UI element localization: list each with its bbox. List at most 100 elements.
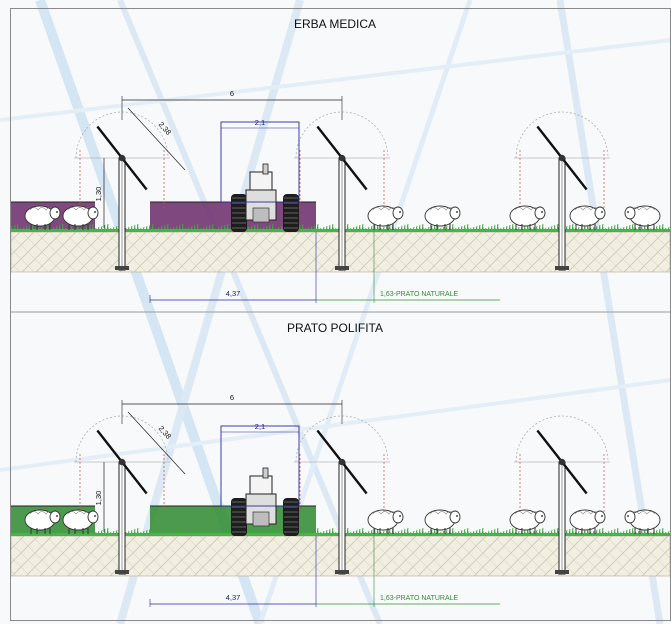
tractor-clearance-box xyxy=(220,121,300,203)
sheep-head xyxy=(49,510,61,524)
sheep-head xyxy=(594,510,606,524)
sheep-icon xyxy=(24,205,61,230)
dim-label-height: 1,30 xyxy=(94,491,103,506)
dim-label-span: 6 xyxy=(230,89,234,98)
sheep-wool xyxy=(372,511,398,515)
sheep-head xyxy=(594,206,606,220)
sheep-icon xyxy=(62,205,99,230)
sheep-wool xyxy=(429,207,455,211)
sheep-eye xyxy=(601,211,603,213)
sheep-head xyxy=(49,206,61,220)
tractor-grille xyxy=(252,511,270,527)
dim-label-span: 6 xyxy=(230,393,234,402)
sheep-eye xyxy=(601,515,603,517)
sheep-icon xyxy=(62,509,99,534)
sheep-head xyxy=(87,510,99,524)
tractor-cab xyxy=(249,171,273,191)
panel-title: ERBA MEDICA xyxy=(294,17,376,31)
sheep-eye xyxy=(456,211,458,213)
sheep-eye xyxy=(399,211,401,213)
dim-label-meadow: 1,63-PRATO NATURALE xyxy=(380,595,459,602)
solar-tracker-icon xyxy=(514,415,610,575)
tractor-clearance-box xyxy=(220,425,300,507)
dim-label-tractor: 2,1 xyxy=(255,118,265,127)
dim-line-panel xyxy=(127,107,186,171)
tracker-rotation-arc xyxy=(515,415,609,463)
dim-line-panel xyxy=(127,411,186,475)
sheep-head xyxy=(449,206,461,220)
sheep-wool xyxy=(29,207,55,211)
sheep-head xyxy=(624,206,636,220)
tracker-hub xyxy=(558,154,566,162)
tractor-icon xyxy=(231,467,299,536)
tractor-exhaust xyxy=(262,163,269,175)
tracker-foot xyxy=(335,570,349,574)
panel-title: PRATO POLIFITA xyxy=(287,321,383,335)
sheep-wool xyxy=(574,511,600,515)
tracker-hub xyxy=(118,154,126,162)
sheep-head xyxy=(392,206,404,220)
tractor-exhaust xyxy=(262,467,269,479)
sheep-head xyxy=(534,206,546,220)
sheep-icon xyxy=(569,509,606,534)
sheep-eye xyxy=(94,211,96,213)
sheep-wool xyxy=(514,511,540,515)
sheep-eye xyxy=(627,515,629,517)
sheep-wool xyxy=(429,511,455,515)
sheep-icon xyxy=(424,509,461,534)
tracker-foot xyxy=(555,570,569,574)
sheep-head xyxy=(449,510,461,524)
sheep-wool xyxy=(574,207,600,211)
sheep-head xyxy=(534,510,546,524)
sheep-eye xyxy=(541,515,543,517)
sheep-icon xyxy=(624,205,661,230)
tracker-hub xyxy=(558,458,566,466)
sheep-eye xyxy=(56,515,58,517)
sheep-wool xyxy=(630,511,656,515)
sheep-eye xyxy=(541,211,543,213)
dim-label-height: 1,30 xyxy=(94,187,103,202)
tracker-hub xyxy=(338,154,346,162)
dim-label-tractor: 2,1 xyxy=(255,422,265,431)
sheep-icon xyxy=(624,509,661,534)
tracker-hub xyxy=(338,458,346,466)
sheep-wool xyxy=(630,207,656,211)
tractor-wheel xyxy=(283,194,299,232)
tractor-grille xyxy=(252,207,270,223)
solar-tracker-icon xyxy=(514,111,610,271)
tractor-icon xyxy=(231,163,299,232)
tracker-foot xyxy=(115,266,129,270)
tracker-foot xyxy=(555,266,569,270)
tractor-body xyxy=(245,493,277,525)
sheep-icon xyxy=(24,509,61,534)
dim-label-strip: 4,37 xyxy=(226,289,241,298)
tracker-rotation-arc xyxy=(515,111,609,159)
sheep-eye xyxy=(399,515,401,517)
dim-label-meadow: 1,63-PRATO NATURALE xyxy=(380,291,459,298)
sheep-icon xyxy=(509,509,546,534)
sheep-icon xyxy=(569,205,606,230)
tractor-wheel xyxy=(231,194,247,232)
sheep-wool xyxy=(29,511,55,515)
dim-label-strip: 4,37 xyxy=(226,593,241,602)
tractor-wheel xyxy=(231,498,247,536)
sheep-wool xyxy=(372,207,398,211)
sheep-head xyxy=(87,206,99,220)
sheep-icon xyxy=(424,205,461,230)
tracker-foot xyxy=(335,266,349,270)
tracker-foot xyxy=(115,570,129,574)
sheep-icon xyxy=(509,205,546,230)
sheep-head xyxy=(624,510,636,524)
sheep-eye xyxy=(627,211,629,213)
sheep-icon xyxy=(367,509,404,534)
tractor-cab xyxy=(249,475,273,495)
sheep-icon xyxy=(367,205,404,230)
tracker-hub xyxy=(118,458,126,466)
sheep-head xyxy=(392,510,404,524)
sheep-eye xyxy=(456,515,458,517)
tractor-wheel xyxy=(283,498,299,536)
